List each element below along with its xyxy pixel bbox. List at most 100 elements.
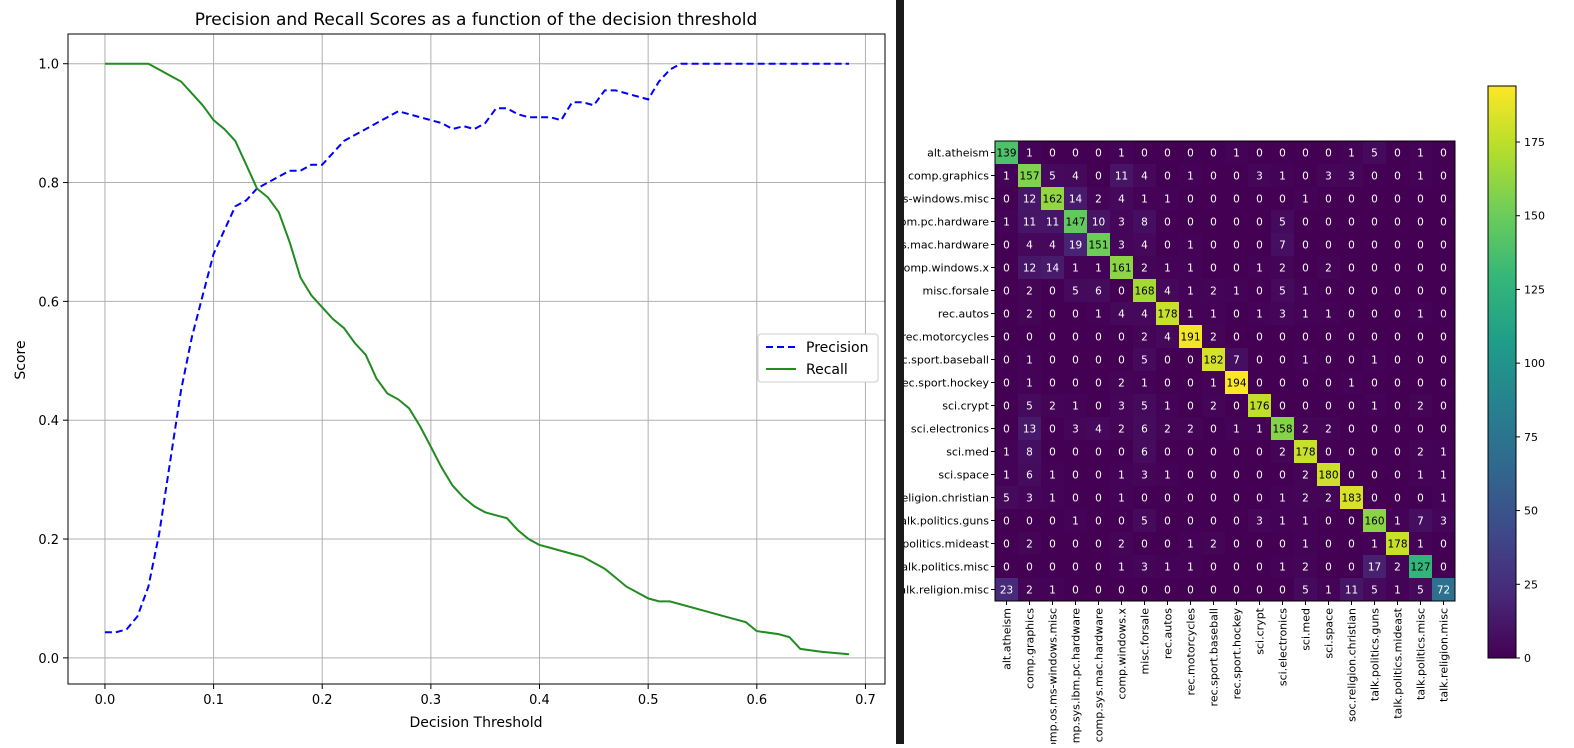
heatmap-cell (1363, 578, 1386, 601)
heatmap-cell (1271, 371, 1294, 394)
heatmap-cell (1386, 555, 1409, 578)
heatmap-cell (1432, 187, 1455, 210)
cell-value: 0 (1348, 355, 1355, 367)
heatmap-cell (1041, 302, 1064, 325)
cell-value: 1 (1233, 286, 1240, 298)
heatmap-cell (1340, 555, 1363, 578)
cell-value: 5 (1003, 493, 1010, 505)
cell-value: 0 (1348, 516, 1355, 528)
heatmap-cell (1409, 302, 1432, 325)
heatmap-cell (1041, 578, 1064, 601)
heatmap-cell (1087, 463, 1110, 486)
cell-value: 0 (1049, 148, 1056, 160)
heatmap-cell (1294, 463, 1317, 486)
heatmap-cell (1041, 394, 1064, 417)
cell-value: 1 (1394, 516, 1401, 528)
cell-value: 0 (1394, 493, 1401, 505)
heatmap-cell (1064, 256, 1087, 279)
heatmap-cell (1179, 233, 1202, 256)
heatmap-cell (1409, 187, 1432, 210)
cell-value: 3 (1256, 171, 1263, 183)
cell-value: 0 (1072, 539, 1079, 551)
cell-value: 4 (1072, 171, 1079, 183)
cell-value: 1 (1302, 286, 1309, 298)
heatmap-cell (1271, 578, 1294, 601)
heatmap-cell (1018, 486, 1041, 509)
cell-value: 0 (1003, 562, 1010, 574)
heatmap-cell (1018, 210, 1041, 233)
cell-value: 0 (1394, 194, 1401, 206)
x-axis-label: Decision Threshold (409, 715, 542, 731)
cell-value: 0 (1187, 401, 1194, 413)
plot-area (67, 33, 886, 685)
heatmap-cell (1386, 371, 1409, 394)
heatmap-cell (1225, 210, 1248, 233)
cell-value: 0 (1256, 470, 1263, 482)
heatmap-cell (1202, 325, 1225, 348)
cell-value: 191 (1180, 332, 1200, 344)
heatmap-cell (1018, 394, 1041, 417)
cell-value: 151 (1088, 240, 1108, 252)
heatmap-cell (1340, 532, 1363, 555)
heatmap-cell (1179, 279, 1202, 302)
heatmap-cell (1248, 325, 1271, 348)
heatmap-cell (1041, 164, 1064, 187)
cell-value: 0 (1095, 332, 1102, 344)
heatmap-cell (1133, 440, 1156, 463)
cell-value: 0 (1256, 286, 1263, 298)
heatmap-cell (1432, 509, 1455, 532)
heatmap-cells: 139 1 0 0 0 1 0 0 0 0 1 0 0 0 0 1 5 0 1 01 157 5 4 0 11 4 0 1 0 0 3 1 0 3… (994, 140, 1456, 602)
heatmap-cell (1363, 463, 1386, 486)
heatmap-cell (1363, 486, 1386, 509)
heatmap-cell (995, 509, 1018, 532)
heatmap-cell (1317, 279, 1340, 302)
heatmap-cell (1248, 440, 1271, 463)
heatmap-cell (1271, 325, 1294, 348)
heatmap-cell (995, 578, 1018, 601)
panel-divider (896, 0, 904, 744)
cell-value: 0 (1049, 309, 1056, 321)
heatmap-cell (1271, 210, 1294, 233)
cell-value: 1 (1417, 171, 1424, 183)
heatmap-cell (995, 417, 1018, 440)
cell-value: 0 (1049, 332, 1056, 344)
cell-value: 0 (1095, 470, 1102, 482)
x-category-label: rec.motorcycles (1185, 608, 1198, 696)
heatmap-cell (1340, 164, 1363, 187)
heatmap-cell (1340, 325, 1363, 348)
series-line-recall (104, 62, 850, 656)
cell-value: 0 (1279, 378, 1286, 390)
heatmap-cell (1018, 187, 1041, 210)
heatmap-cell (1156, 371, 1179, 394)
heatmap-cell (1340, 256, 1363, 279)
heatmap-cell (1156, 233, 1179, 256)
cell-value: 0 (1325, 539, 1332, 551)
cell-value: 0 (1371, 332, 1378, 344)
precision-recall-chart: Precision and Recall Scores as a functio… (13, 10, 886, 731)
cell-value: 0 (1394, 332, 1401, 344)
heatmap-cell (1271, 256, 1294, 279)
heatmap-cell (1133, 164, 1156, 187)
heatmap-cell (1225, 440, 1248, 463)
heatmap-cell (1064, 325, 1087, 348)
heatmap-cell (1202, 141, 1225, 164)
heatmap-cell (1340, 371, 1363, 394)
y-tick-label: 0.2 (38, 533, 59, 548)
cell-value: 0 (1095, 447, 1102, 459)
heatmap-cell (1340, 187, 1363, 210)
cell-value: 12 (1023, 263, 1036, 275)
heatmap-cell (1202, 210, 1225, 233)
heatmap-cell (1294, 532, 1317, 555)
heatmap-cell (1156, 463, 1179, 486)
heatmap-cell (1225, 164, 1248, 187)
cell-value: 1 (1279, 171, 1286, 183)
heatmap-cell (1018, 555, 1041, 578)
y-tick-label: 0.6 (38, 295, 59, 310)
cell-value: 160 (1364, 516, 1384, 528)
heatmap-cell (1363, 302, 1386, 325)
cell-value: 2 (1118, 539, 1125, 551)
colorbar-tick-label: 125 (1524, 283, 1545, 296)
heatmap-cell (1386, 463, 1409, 486)
cell-value: 4 (1141, 240, 1148, 252)
heatmap-cell (1110, 325, 1133, 348)
